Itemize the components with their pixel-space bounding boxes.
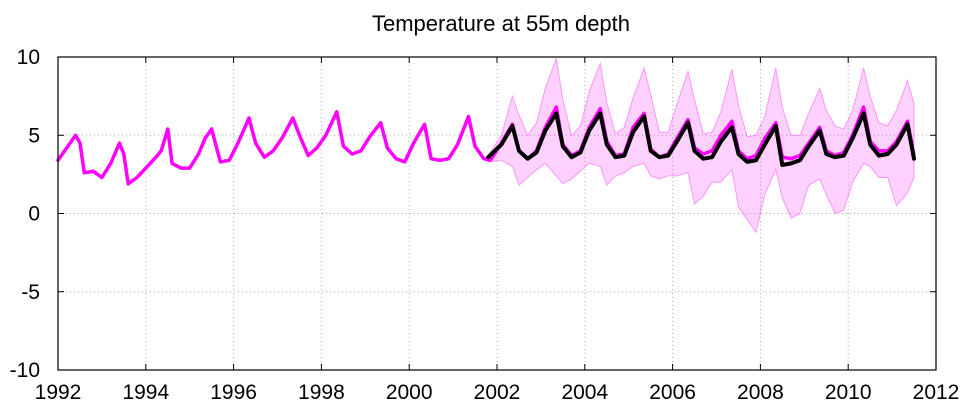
y-tick-labels: -10 -5 0 5 10 (10, 46, 40, 382)
y-tick-label: 5 (28, 124, 40, 147)
y-tick-label: -5 (21, 281, 40, 304)
x-tick-label: 1996 (210, 381, 257, 404)
x-tick-label: 2006 (649, 381, 696, 404)
x-tick-label: 2004 (561, 381, 608, 404)
axis-ticks (57, 56, 937, 371)
x-tick-label: 2002 (474, 381, 521, 404)
x-tick-label: 2008 (737, 381, 784, 404)
y-tick-label: 0 (28, 203, 40, 226)
black-series-line (486, 111, 916, 167)
x-tick-label: 1998 (298, 381, 345, 404)
magenta-series-line (56, 105, 916, 186)
x-tick-label: 2010 (825, 381, 872, 404)
x-tick-label: 1994 (122, 381, 169, 404)
x-tick-label: 2000 (386, 381, 433, 404)
gridlines (58, 57, 936, 370)
y-tick-label: 10 (17, 46, 40, 69)
x-tick-label: 1992 (35, 381, 82, 404)
chart-title: Temperature at 55m depth (372, 11, 630, 36)
uncertainty-band (487, 56, 915, 234)
x-tick-label: 2012 (913, 381, 960, 404)
uncertainty-band-area (487, 56, 915, 234)
series-lines (56, 105, 916, 186)
x-tick-labels: 1992 1994 1996 1998 2000 2002 2004 2006 2008 2010… (35, 381, 960, 404)
y-tick-label: -10 (10, 359, 40, 382)
